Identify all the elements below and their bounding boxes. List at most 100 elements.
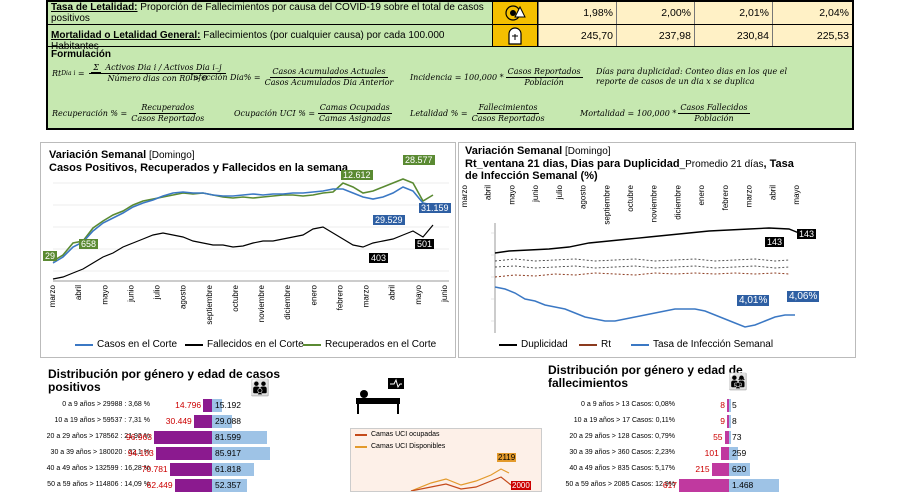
formula-recuperacion: Recuperación % = Recuperados Casos Report… <box>52 103 208 124</box>
left-chart-title1: Variación Semanal [Domingo] <box>49 149 195 161</box>
legend-tasa: Tasa de Infección Semanal <box>631 339 773 350</box>
pyramid-row-label: 20 a 29 años > 128 Casos: 0,79% <box>569 433 675 440</box>
formula-inc-num: Casos Reportados <box>505 67 583 78</box>
right-month-label: febrero <box>721 184 730 210</box>
left-month-label: agosto <box>179 284 188 309</box>
pyramid-bar-female <box>174 479 212 492</box>
pyramid-row-label: 20 a 29 años > 178562 : 21,92 % <box>46 433 150 440</box>
icu-bed-icon <box>352 376 410 416</box>
formula-uci-den: Camas Asignadas <box>319 114 391 123</box>
formula-mor-lhs: Mortalidad = 100,000 * <box>580 109 677 118</box>
formula-rec-lhs: Recuperación % = <box>52 109 128 118</box>
pyramid-value-male: 73 <box>732 432 742 442</box>
left-month-label: enero <box>309 284 318 305</box>
formula-inf-den: Casos Acumulados Dia Anterior <box>264 78 394 87</box>
pyramid-value-male: 15.192 <box>215 400 241 410</box>
left-chart-grid <box>53 182 449 272</box>
formula-rt: Rt Dia i = Σ Activos Dia i / Activos Dia … <box>52 63 228 84</box>
pyramid-bar-male <box>729 479 779 492</box>
formula-inc-den: Población <box>524 78 564 87</box>
right-month-label: julio <box>555 184 564 200</box>
pyramid-bar-female <box>154 431 212 444</box>
label-casos-mayo: 31.159 <box>419 203 451 213</box>
formula-rt-lhs: Rt <box>52 69 62 78</box>
right-month-label: abril <box>768 185 777 200</box>
pyramid-bar-male <box>212 447 270 460</box>
left-month-label: noviembre <box>257 284 266 322</box>
left-month-label: junio <box>440 284 449 302</box>
pyramid-row-label: 0 a 9 años > 13 Casos: 0,08% <box>581 401 675 408</box>
legend-tasa-swatch <box>631 343 649 346</box>
label-fallecidos-abril: 403 <box>369 253 389 263</box>
pyramid-bar-female <box>711 463 729 476</box>
left-month-label: marzo <box>48 284 57 307</box>
left-chart-title2: Casos Positivos, Recuperados y Fallecido… <box>49 162 348 174</box>
mortalidad-value-3: 230,84 <box>694 25 772 47</box>
pyramid-bar-male <box>212 415 232 428</box>
pyramid-row: 40 a 49 años > 132599 : 16,28 % 70.781 61.… <box>40 462 340 477</box>
right-month-label: noviembre <box>650 184 659 222</box>
left-month-label: marzo <box>362 284 371 307</box>
people-icon: 👪 <box>250 380 270 397</box>
letalidad-label-bold: Tasa de Letalidad: <box>51 2 138 13</box>
legend-fallecidos-swatch <box>185 343 203 346</box>
left-month-label: diciembre <box>283 284 292 319</box>
formula-mor-num: Casos Fallecidos <box>678 103 750 114</box>
right-chart-title2: Rt_ventana 21 dias, Dias para Duplicidad… <box>465 158 794 170</box>
legend-uci-disponibles-swatch <box>355 445 367 448</box>
pyramid-value-female: 30.449 <box>165 416 192 426</box>
pyramid-value-male: 81.599 <box>215 432 241 442</box>
right-chart-svg: marzo abril mayo junio julio agosto septiembre… <box>460 184 808 333</box>
left-month-label: abril <box>388 285 397 300</box>
right-month-label: agosto <box>579 184 588 209</box>
formula-rt-den: Número dias con R0 > 0 <box>107 74 208 83</box>
pyramid-bar-male <box>729 463 751 476</box>
letalidad-label: Proporción de Fallecimientos por causa d… <box>51 2 484 24</box>
pyramid-bar-female <box>169 463 212 476</box>
series-rt-line-mid <box>494 265 790 269</box>
pyramid-bar-male <box>729 399 731 412</box>
right-month-label: marzo <box>460 184 469 207</box>
pyramid-bar-male <box>212 479 248 492</box>
pyramid-value-female: 215 <box>695 464 710 474</box>
right-month-label: enero <box>697 184 706 205</box>
formula-incidencia: Incidencia = 100,000 * Casos Reportados P… <box>410 67 585 88</box>
legend-casos-swatch <box>75 343 93 346</box>
pyramid-row-label: 40 a 49 años > 835 Casos: 5,17% <box>569 465 675 472</box>
fallecimientos-distribution-title: Distribución por género y edad de fallec… <box>548 363 743 390</box>
right-month-label: mayo <box>507 184 516 204</box>
pyramid-row: 20 a 29 años > 178562 : 21,92 % 96.963 81.… <box>40 430 340 445</box>
series-duplicidad-line <box>494 227 808 254</box>
legend-casos: Casos en el Corte <box>75 339 177 350</box>
legend-rt: Rt <box>579 339 611 350</box>
uci-chart-svg <box>410 468 512 491</box>
pyramid-value-female: 8 <box>720 400 725 410</box>
right-month-label: abril <box>484 185 493 200</box>
formula-inf-num: Casos Acumulados Actuales <box>270 67 388 78</box>
tombstone-icon <box>492 25 538 47</box>
mortalidad-value-2: 237,98 <box>616 25 694 47</box>
right-month-label: diciembre <box>673 184 682 219</box>
series-casos-line <box>52 186 434 264</box>
letalidad-value-1: 1,98% <box>538 2 616 24</box>
pyramid-row: 40 a 49 años > 835 Casos: 5,17% 215 620 <box>550 462 860 477</box>
pyramid-bar-female <box>720 447 729 460</box>
pyramid-value-female: 96.963 <box>126 432 152 442</box>
pyramid-row: 50 a 59 años > 2085 Casos: 12,9% 617 1.468 <box>550 478 860 493</box>
pyramid-value-male: 29.088 <box>215 416 241 426</box>
series-rt-line-upper <box>494 258 790 262</box>
pyramid-value-female: 101 <box>704 448 719 458</box>
pyramid-value-female: 14.796 <box>175 400 202 410</box>
letalidad-row: Tasa de Letalidad: Proporción de Falleci… <box>48 2 852 25</box>
right-chart-month-labels: marzo abril mayo junio julio agosto septiembre… <box>460 184 801 224</box>
formula-rec-num: Recuperados <box>139 103 197 114</box>
left-month-label: febrero <box>335 284 344 310</box>
label-recuperados-start: 29 <box>43 251 58 261</box>
label-recuperados-marzo: 12.612 <box>341 170 373 180</box>
left-chart-month-labels: marzo abril mayo junio julio agosto septiembre… <box>48 284 449 324</box>
pyramid-bar-female <box>193 415 212 428</box>
legend-recuperados: Recuperados en el Corte <box>303 339 436 350</box>
formula-uci-num: Camas Ocupadas <box>317 103 392 114</box>
label-recuperados-abril: 658 <box>79 239 99 249</box>
formula-rec-den: Casos Reportados <box>131 114 205 123</box>
